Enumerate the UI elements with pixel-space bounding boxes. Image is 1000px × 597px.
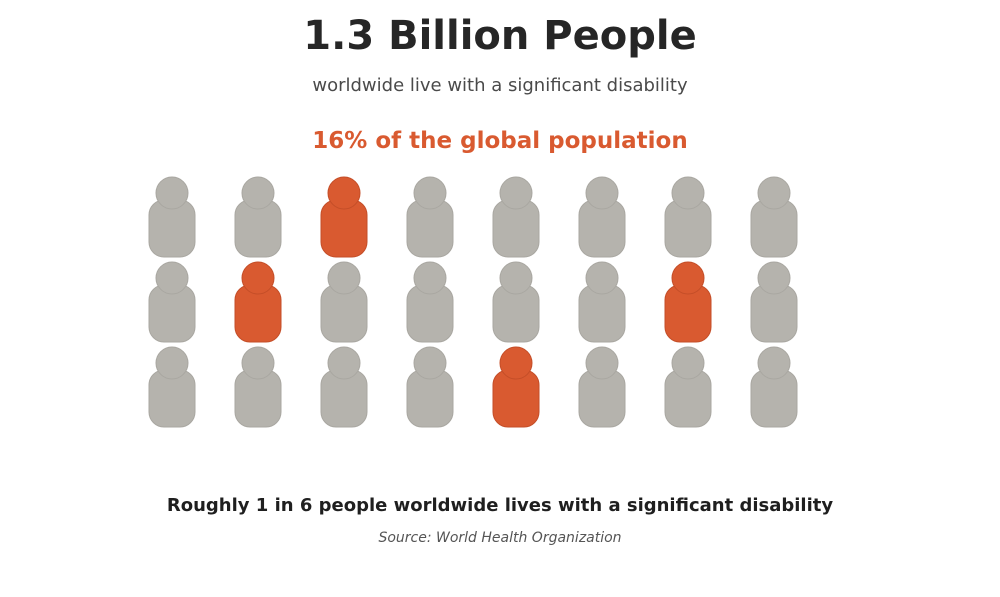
headline: 1.3 Billion People	[303, 13, 697, 59]
person-icon	[492, 261, 540, 343]
person-icon	[406, 176, 454, 258]
person-icon	[234, 346, 282, 428]
person-icon	[492, 176, 540, 258]
person-icon	[664, 346, 712, 428]
person-icon	[664, 176, 712, 258]
person-icon	[750, 346, 798, 428]
person-icon-highlighted	[664, 261, 712, 343]
person-icon	[578, 176, 626, 258]
person-icon	[578, 261, 626, 343]
person-icon	[406, 346, 454, 428]
person-icon	[148, 176, 196, 258]
person-icon	[750, 261, 798, 343]
person-icon-highlighted	[320, 176, 368, 258]
person-icon	[750, 176, 798, 258]
stat-callout: 16% of the global population	[312, 128, 688, 154]
person-icon	[148, 261, 196, 343]
takeaway-text: Roughly 1 in 6 people worldwide lives wi…	[166, 495, 834, 516]
person-icon	[578, 346, 626, 428]
person-icon	[320, 346, 368, 428]
person-icon	[320, 261, 368, 343]
person-icon-highlighted	[492, 346, 540, 428]
person-icon	[234, 176, 282, 258]
subhead: worldwide live with a significant disabi…	[312, 75, 688, 96]
person-icon	[406, 261, 454, 343]
person-icon	[148, 346, 196, 428]
source-note: Source: World Health Organization	[378, 530, 622, 546]
person-icon-highlighted	[234, 261, 282, 343]
